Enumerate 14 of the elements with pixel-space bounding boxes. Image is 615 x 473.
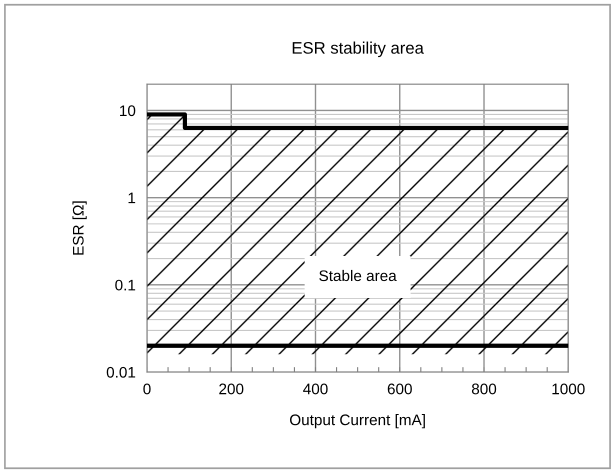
x-tick-label: 200 bbox=[219, 384, 244, 394]
annotation: Stable area bbox=[319, 270, 397, 282]
y-tick-label: 10 bbox=[120, 105, 136, 116]
x-axis-title: Output Current [mA] bbox=[290, 414, 425, 428]
x-tick-label: 1000 bbox=[552, 384, 585, 394]
y-tick-label: 1 bbox=[128, 192, 136, 204]
y-tick-label: 0.1 bbox=[115, 280, 136, 291]
x-tick-label: 800 bbox=[472, 384, 496, 394]
x-tick-label: 0 bbox=[143, 384, 151, 394]
chart-title: ESR stability area bbox=[292, 42, 424, 58]
x-tick-label: 600 bbox=[388, 384, 412, 394]
x-tick-label: 400 bbox=[303, 384, 328, 394]
y-axis-title: ESR [Ω] bbox=[72, 201, 87, 255]
y-tick-label: 0.01 bbox=[106, 366, 136, 378]
